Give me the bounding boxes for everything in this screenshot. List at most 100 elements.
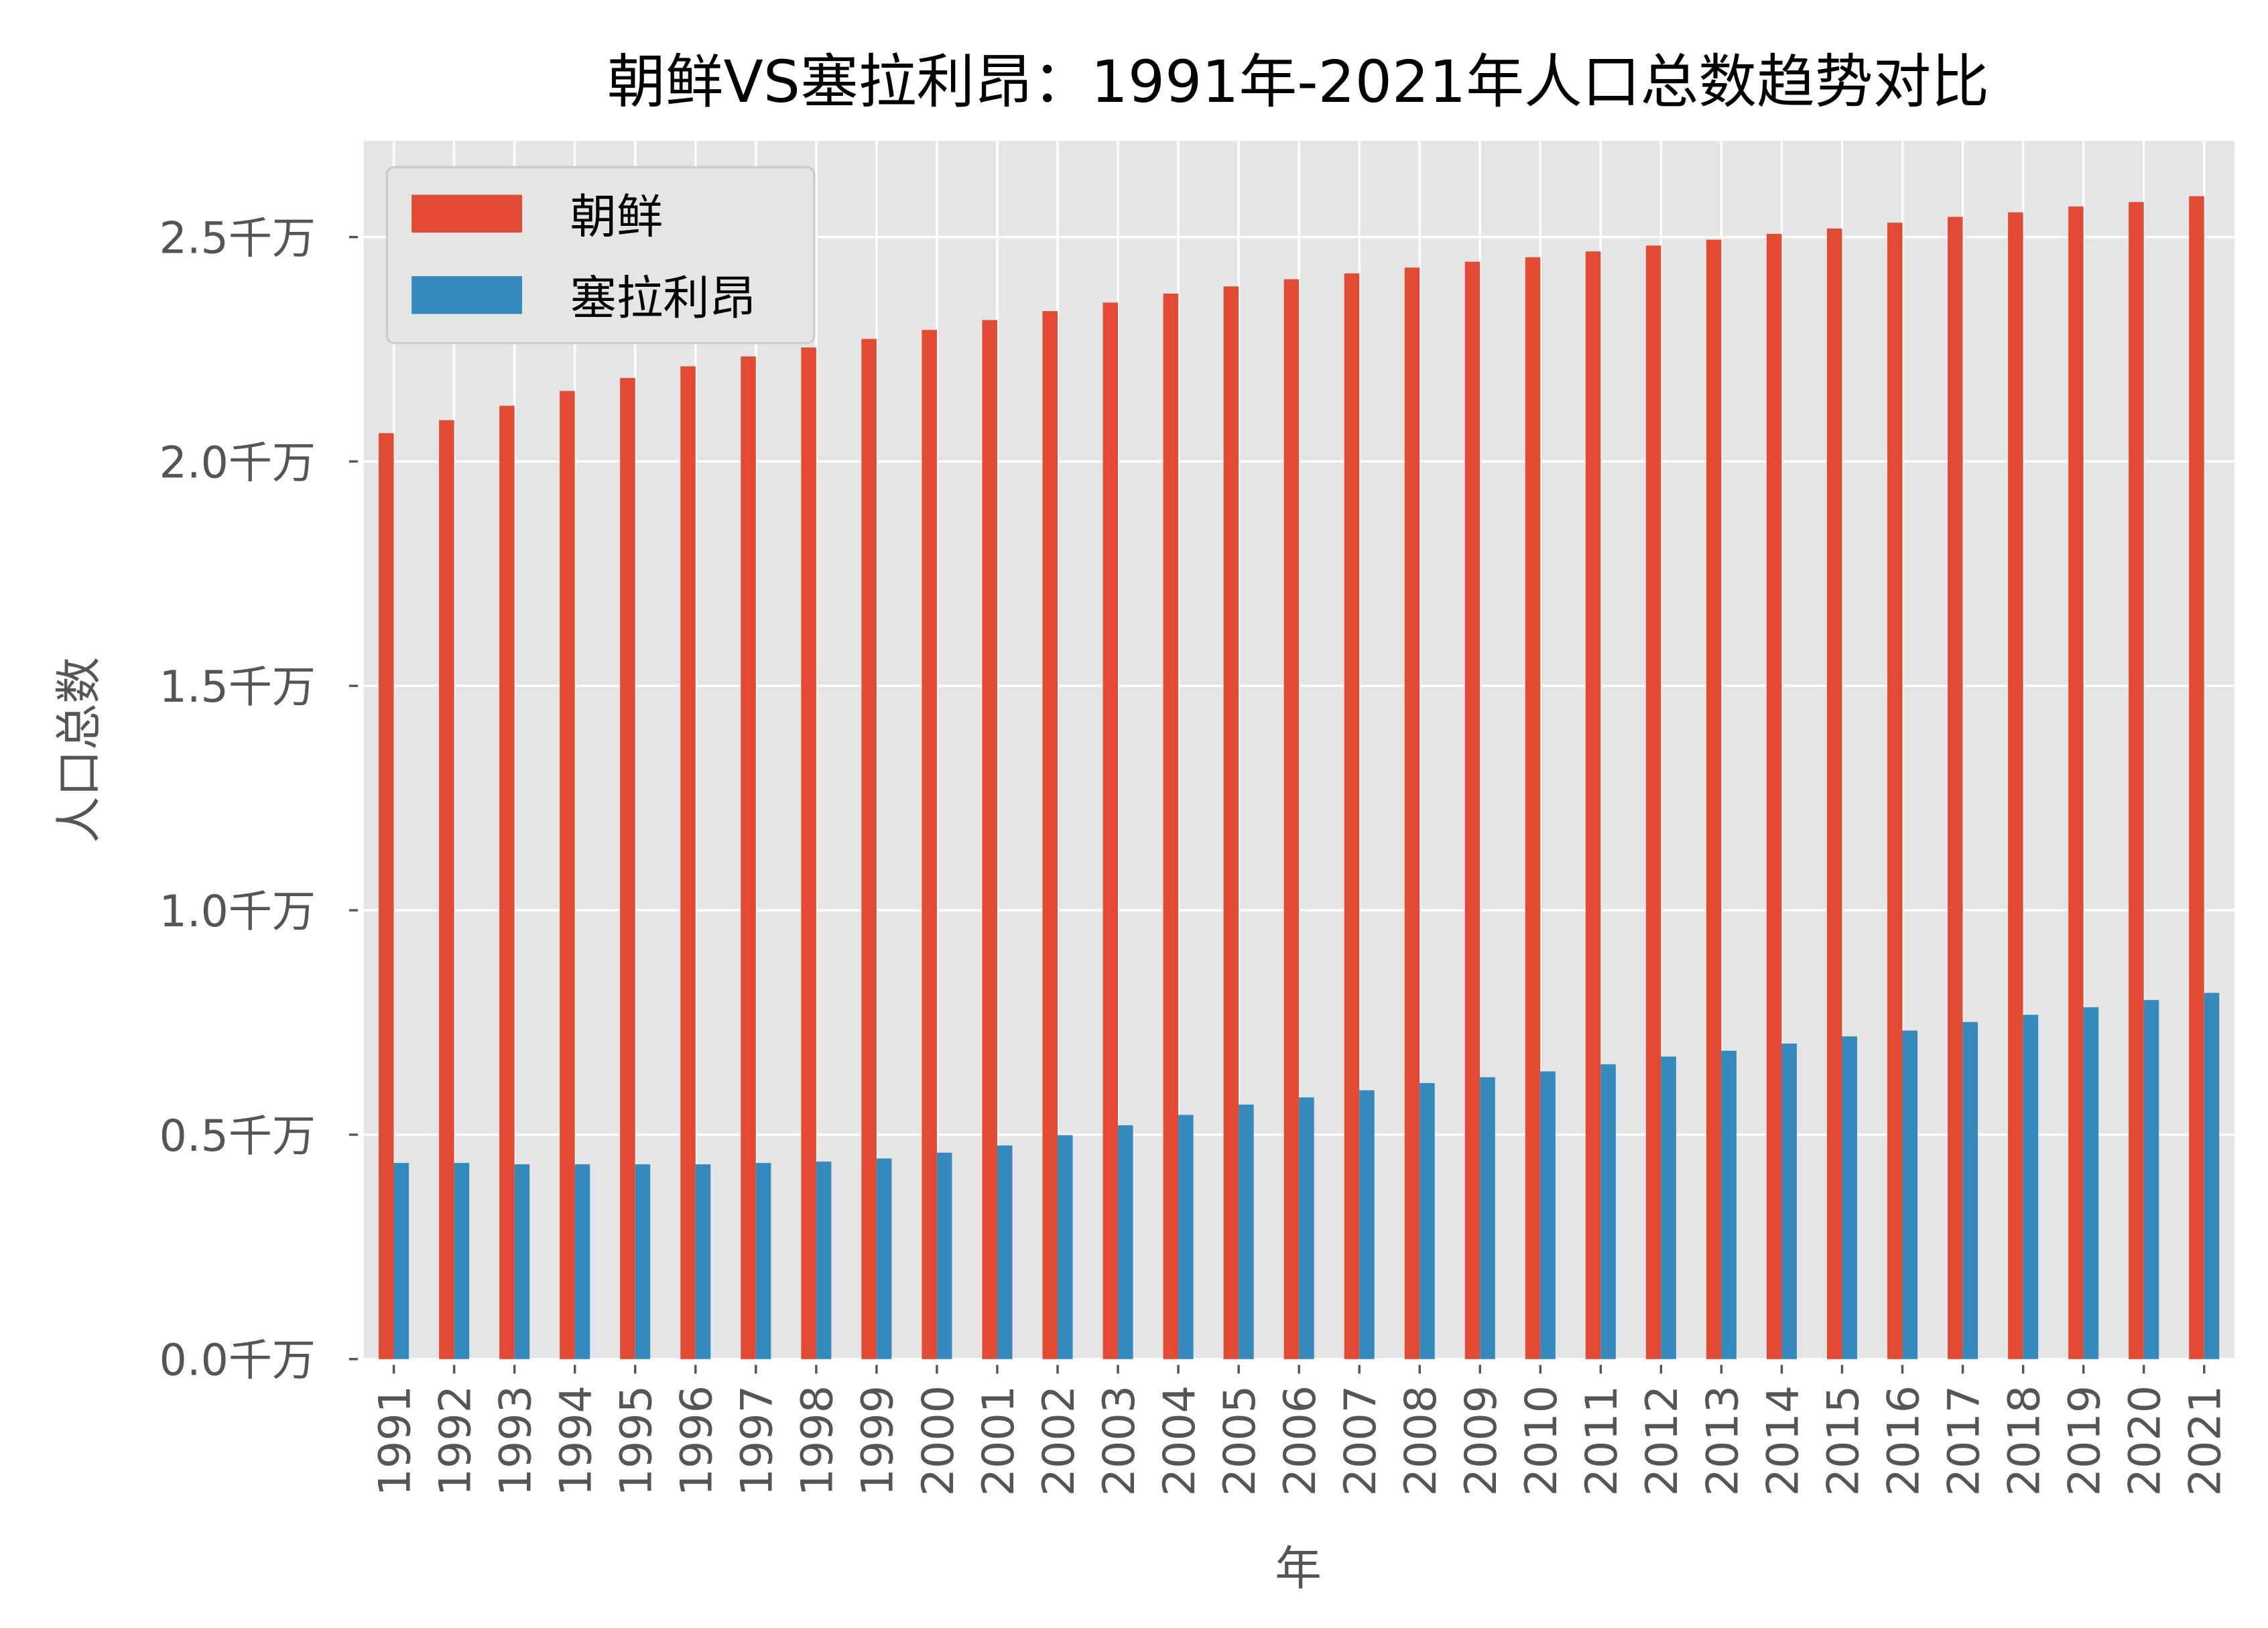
bar-sierra-leone-2007 bbox=[1359, 1090, 1375, 1359]
bar-north-korea-2000 bbox=[922, 330, 937, 1359]
bar-north-korea-2014 bbox=[1766, 233, 1782, 1359]
bar-sierra-leone-1993 bbox=[514, 1164, 530, 1359]
bar-north-korea-2002 bbox=[1042, 311, 1058, 1359]
bar-sierra-leone-1992 bbox=[454, 1163, 470, 1359]
bar-north-korea-2003 bbox=[1102, 302, 1119, 1359]
bar-north-korea-1993 bbox=[499, 405, 515, 1359]
bar-north-korea-2008 bbox=[1404, 267, 1420, 1359]
chart-title: 朝鲜VS塞拉利昂：1991年-2021年人口总数趋势对比 bbox=[607, 48, 1989, 116]
x-tick-label: 2006 bbox=[1275, 1385, 1326, 1497]
bar-north-korea-2015 bbox=[1826, 228, 1842, 1359]
y-tick-label: 1.0千万 bbox=[159, 887, 316, 937]
y-axis: 0.0千万 0.5千万 1.0千万 1.5千万 2.0千万 2.5千万 bbox=[159, 214, 358, 1386]
bar-sierra-leone-2004 bbox=[1178, 1115, 1194, 1359]
bar-sierra-leone-2000 bbox=[936, 1152, 952, 1359]
x-tick-label: 2018 bbox=[1999, 1385, 2050, 1497]
x-tick-label: 2014 bbox=[1758, 1385, 1808, 1497]
bar-north-korea-2012 bbox=[1645, 245, 1661, 1359]
bar-north-korea-1994 bbox=[560, 391, 575, 1359]
bar-sierra-leone-1994 bbox=[574, 1164, 590, 1359]
x-tick-label: 2017 bbox=[1939, 1385, 1989, 1497]
bar-sierra-leone-2001 bbox=[997, 1145, 1013, 1359]
bar-north-korea-2013 bbox=[1706, 239, 1722, 1359]
bar-sierra-leone-2011 bbox=[1600, 1064, 1616, 1359]
bar-north-korea-2016 bbox=[1887, 223, 1903, 1359]
bar-sierra-leone-2002 bbox=[1058, 1135, 1073, 1359]
y-tick-label: 1.5千万 bbox=[159, 662, 316, 712]
bar-sierra-leone-2005 bbox=[1239, 1105, 1254, 1359]
bar-sierra-leone-1991 bbox=[393, 1163, 410, 1359]
bar-north-korea-2004 bbox=[1163, 294, 1179, 1359]
x-axis: 1991 1992 1993 1994 1995 1996 1997 1998 1999 2000… bbox=[370, 1365, 2231, 1497]
x-tick-label: 2009 bbox=[1456, 1385, 1507, 1497]
legend-swatch-sierra-leone bbox=[412, 276, 522, 314]
bar-sierra-leone-2015 bbox=[1842, 1036, 1858, 1359]
bar-sierra-leone-2018 bbox=[2023, 1015, 2039, 1359]
x-tick-label: 1995 bbox=[612, 1385, 662, 1497]
x-tick-label: 1993 bbox=[491, 1385, 542, 1497]
x-tick-label: 2008 bbox=[1396, 1385, 1446, 1497]
y-tick-label: 2.5千万 bbox=[159, 214, 316, 264]
x-tick-label: 1996 bbox=[672, 1385, 722, 1497]
x-tick-label: 2013 bbox=[1698, 1385, 1748, 1497]
bar-north-korea-2018 bbox=[2008, 212, 2023, 1359]
bar-north-korea-1991 bbox=[379, 433, 394, 1359]
x-tick-label: 2019 bbox=[2060, 1385, 2110, 1497]
bar-north-korea-1997 bbox=[741, 356, 756, 1359]
bar-north-korea-2005 bbox=[1223, 286, 1239, 1359]
bar-sierra-leone-2012 bbox=[1661, 1056, 1676, 1359]
x-tick-label: 2007 bbox=[1336, 1385, 1386, 1497]
bar-sierra-leone-2009 bbox=[1480, 1077, 1495, 1359]
legend-swatch-north-korea bbox=[412, 194, 522, 233]
bar-north-korea-1996 bbox=[680, 366, 696, 1359]
bar-sierra-leone-2008 bbox=[1420, 1082, 1435, 1359]
bar-sierra-leone-2019 bbox=[2083, 1007, 2099, 1359]
x-tick-label: 2015 bbox=[1818, 1385, 1869, 1497]
bar-north-korea-2020 bbox=[2129, 202, 2144, 1359]
y-axis-label: 人口总数 bbox=[52, 657, 106, 843]
bar-north-korea-2007 bbox=[1344, 273, 1360, 1359]
bar-north-korea-2011 bbox=[1585, 251, 1601, 1359]
bar-north-korea-1999 bbox=[861, 338, 877, 1359]
bar-sierra-leone-1995 bbox=[635, 1164, 651, 1359]
bar-north-korea-2001 bbox=[982, 320, 997, 1359]
y-tick-label: 0.5千万 bbox=[159, 1111, 316, 1162]
bar-north-korea-1995 bbox=[620, 377, 635, 1359]
x-tick-label: 2002 bbox=[1034, 1385, 1084, 1497]
bar-sierra-leone-2006 bbox=[1299, 1097, 1314, 1359]
x-tick-label: 1997 bbox=[733, 1385, 783, 1497]
bar-sierra-leone-1996 bbox=[695, 1164, 711, 1359]
x-tick-label: 2004 bbox=[1155, 1385, 1205, 1497]
bar-north-korea-1992 bbox=[439, 420, 454, 1359]
bar-north-korea-2009 bbox=[1464, 261, 1480, 1359]
x-tick-label: 2020 bbox=[2121, 1385, 2171, 1497]
legend-label-sierra-leone: 塞拉利昂 bbox=[570, 271, 757, 325]
y-tick-label: 2.0千万 bbox=[159, 438, 316, 488]
bar-sierra-leone-2003 bbox=[1118, 1125, 1133, 1359]
bar-sierra-leone-2016 bbox=[1902, 1030, 1918, 1359]
bar-sierra-leone-1997 bbox=[755, 1163, 771, 1359]
x-tick-label: 1999 bbox=[853, 1385, 903, 1497]
bar-sierra-leone-1998 bbox=[816, 1162, 832, 1359]
x-tick-label: 2012 bbox=[1637, 1385, 1688, 1497]
bar-sierra-leone-2013 bbox=[1721, 1050, 1737, 1359]
bar-sierra-leone-2020 bbox=[2143, 1000, 2159, 1359]
x-tick-label: 2003 bbox=[1094, 1385, 1145, 1497]
x-tick-label: 1992 bbox=[430, 1385, 481, 1497]
bar-sierra-leone-2021 bbox=[2204, 993, 2220, 1359]
bar-sierra-leone-1999 bbox=[876, 1158, 892, 1359]
x-tick-label: 2010 bbox=[1517, 1385, 1567, 1497]
legend-label-north-korea: 朝鲜 bbox=[570, 190, 664, 244]
legend: 朝鲜 塞拉利昂 bbox=[385, 166, 816, 345]
bar-north-korea-2010 bbox=[1525, 257, 1541, 1359]
bar-north-korea-2019 bbox=[2068, 206, 2084, 1359]
bar-sierra-leone-2017 bbox=[1962, 1021, 1978, 1359]
x-tick-label: 1998 bbox=[793, 1385, 843, 1497]
x-tick-label: 2001 bbox=[974, 1385, 1024, 1497]
x-tick-label: 2011 bbox=[1577, 1385, 1627, 1497]
bar-north-korea-2021 bbox=[2189, 196, 2204, 1359]
x-tick-label: 2000 bbox=[914, 1385, 964, 1497]
bar-sierra-leone-2014 bbox=[1781, 1044, 1797, 1359]
x-tick-label: 1994 bbox=[552, 1385, 602, 1497]
